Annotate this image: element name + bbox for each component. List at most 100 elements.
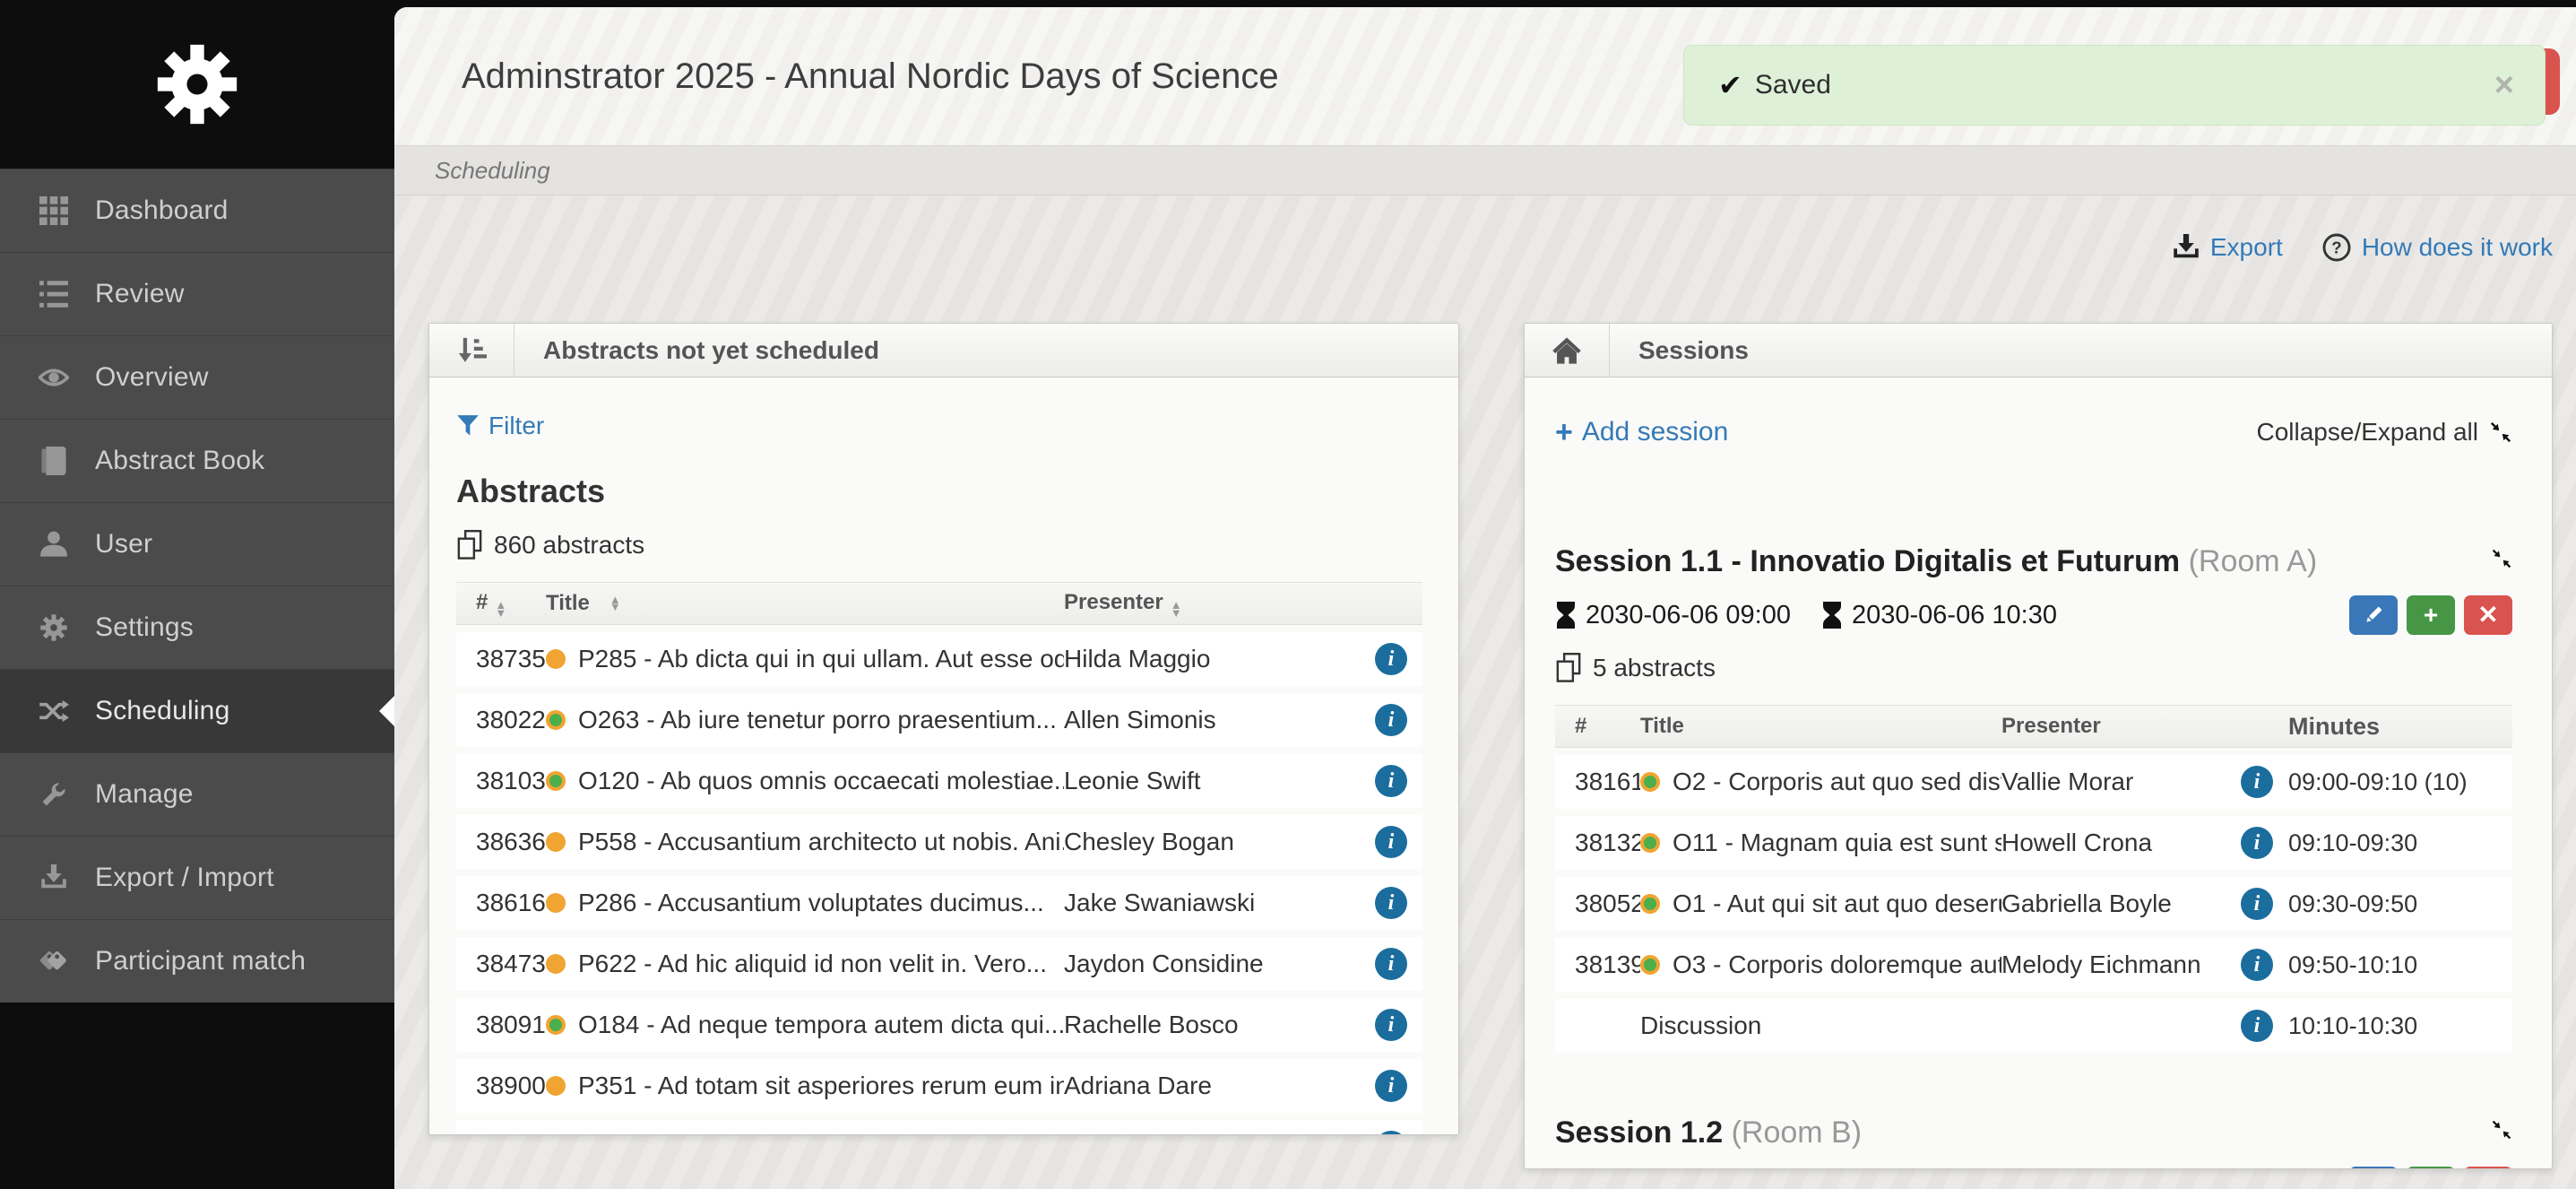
session-abstract-row[interactable]: 38052 O1 - Aut qui sit aut quo deserunt.… bbox=[1555, 877, 2512, 931]
session-block-1-2: Session 1.2 (Room B) bbox=[1552, 1115, 2516, 1169]
column-header-id[interactable]: #▲▼ bbox=[456, 590, 546, 616]
abstracts-table-viewport: 38735 P285 - Ab dicta qui in qui ullam. … bbox=[456, 625, 1422, 1135]
abstract-row[interactable]: 38091 O184 - Ad neque tempora autem dict… bbox=[456, 998, 1422, 1052]
session-actions: + ✕ bbox=[2349, 1167, 2512, 1169]
info-icon[interactable]: i bbox=[2241, 766, 2273, 798]
sessions-toolbar: + Add session Collapse/Expand all bbox=[1552, 404, 2516, 447]
sidebar-item-label: Scheduling bbox=[95, 696, 229, 726]
info-icon[interactable]: i bbox=[2241, 1010, 2273, 1042]
info-icon[interactable]: i bbox=[1375, 1070, 1407, 1102]
sidebar-item-abstract-book[interactable]: Abstract Book bbox=[0, 419, 394, 502]
download-icon bbox=[34, 864, 73, 891]
column-header-title: Title bbox=[1640, 714, 2001, 739]
session-abstract-count: 5 abstracts bbox=[1555, 653, 2512, 683]
help-link[interactable]: ? How does it work bbox=[2322, 233, 2553, 262]
sort-caret-icon: ▲▼ bbox=[1171, 602, 1182, 616]
session-abstract-row[interactable]: 38132 O11 - Magnam quia est sunt sit ut.… bbox=[1555, 816, 2512, 870]
abstract-row[interactable]: 38616 P286 - Accusantium voluptates duci… bbox=[456, 876, 1422, 930]
abstracts-table-header: #▲▼ Title▲▼ Presenter▲▼ bbox=[456, 582, 1422, 625]
info-icon[interactable]: i bbox=[1375, 1131, 1407, 1135]
filter-button[interactable]: Filter bbox=[456, 412, 544, 440]
sessions-panel-title: Sessions bbox=[1610, 324, 1749, 377]
info-icon[interactable]: i bbox=[1375, 704, 1407, 736]
info-icon[interactable]: i bbox=[1375, 948, 1407, 980]
abstract-row[interactable]: 38103 O120 - Ab quos omnis occaecati mol… bbox=[456, 754, 1422, 808]
saved-alert-message: Saved bbox=[1755, 70, 1831, 100]
app-logo[interactable] bbox=[0, 0, 394, 169]
sidebar: Dashboard Review Overview bbox=[0, 0, 394, 1189]
sidebar-item-settings[interactable]: Settings bbox=[0, 586, 394, 669]
export-link[interactable]: Export bbox=[2173, 233, 2283, 262]
sidebar-item-manage[interactable]: Manage bbox=[0, 752, 394, 836]
status-dot bbox=[1640, 833, 1660, 853]
content-area: Export ? How does it work bbox=[394, 195, 2576, 1189]
sidebar-item-export-import[interactable]: Export / Import bbox=[0, 836, 394, 919]
sidebar-item-scheduling[interactable]: Scheduling bbox=[0, 669, 394, 752]
info-icon[interactable]: i bbox=[2241, 827, 2273, 859]
svg-text:?: ? bbox=[2331, 239, 2341, 257]
session-block-1-1: Session 1.1 - Innovatio Digitalis et Fut… bbox=[1552, 544, 2516, 1053]
sidebar-item-review[interactable]: Review bbox=[0, 252, 394, 335]
review-list-icon bbox=[34, 280, 73, 308]
sidebar-item-user[interactable]: User bbox=[0, 502, 394, 586]
add-session-button[interactable]: + Add session bbox=[1555, 417, 1728, 447]
compress-arrows-icon bbox=[2491, 1119, 2512, 1141]
sidebar-item-participant-match[interactable]: Participant match bbox=[0, 919, 394, 1002]
close-icon[interactable]: × bbox=[2494, 68, 2514, 102]
hourglass-icon bbox=[1555, 602, 1577, 629]
page-title: Adminstrator 2025 - Annual Nordic Days o… bbox=[394, 56, 1279, 97]
abstract-row[interactable]: 38636 P558 - Accusantium architecto ut n… bbox=[456, 815, 1422, 869]
sessions-panel: Sessions + Add session Collapse/Expand a… bbox=[1524, 323, 2553, 1169]
x-icon: ✕ bbox=[2477, 603, 2498, 628]
user-icon bbox=[34, 531, 73, 558]
edit-session-button[interactable] bbox=[2349, 1167, 2398, 1169]
compress-arrows-icon bbox=[2489, 421, 2512, 444]
session-collapse-button[interactable] bbox=[2491, 1115, 2512, 1145]
column-header-presenter[interactable]: Presenter▲▼ bbox=[1064, 590, 1360, 616]
session-collapse-button[interactable] bbox=[2491, 544, 2512, 574]
abstracts-panel-header: Abstracts not yet scheduled bbox=[429, 324, 1458, 378]
home-icon[interactable] bbox=[1525, 324, 1610, 377]
session-title: Session 1.1 - Innovatio Digitalis et Fut… bbox=[1555, 544, 2317, 579]
sort-amount-icon[interactable] bbox=[429, 324, 514, 377]
abstracts-panel: Abstracts not yet scheduled Filter Abstr… bbox=[428, 323, 1459, 1135]
sidebar-item-dashboard[interactable]: Dashboard bbox=[0, 169, 394, 252]
abstracts-table: #▲▼ Title▲▼ Presenter▲▼ bbox=[456, 582, 1422, 1135]
sidebar-item-overview[interactable]: Overview bbox=[0, 335, 394, 419]
session-abstract-row[interactable]: 38139 O3 - Corporis doloremque aut et...… bbox=[1555, 938, 2512, 992]
abstract-row-partial[interactable]: i bbox=[456, 1120, 1422, 1135]
abstracts-heading: Abstracts bbox=[456, 473, 1422, 510]
sidebar-item-label: Manage bbox=[95, 779, 194, 810]
session-abstract-row[interactable]: 38161 O2 - Corporis aut quo sed distinct… bbox=[1555, 755, 2512, 809]
info-icon[interactable]: i bbox=[1375, 826, 1407, 858]
session-discussion-row[interactable]: Discussion i 10:10-10:30 bbox=[1555, 999, 2512, 1053]
abstract-row[interactable]: 38473 P622 - Ad hic aliquid id non velit… bbox=[456, 937, 1422, 991]
abstract-row[interactable]: 38900 P351 - Ad totam sit asperiores rer… bbox=[456, 1059, 1422, 1113]
abstract-row[interactable]: 38022 O263 - Ab iure tenetur porro praes… bbox=[456, 693, 1422, 747]
column-header-title[interactable]: Title▲▼ bbox=[546, 591, 1064, 616]
session-room: (Room A) bbox=[2189, 544, 2318, 578]
session-end-time: 2030-06-06 10:30 bbox=[1821, 601, 2057, 630]
status-dot bbox=[546, 710, 566, 730]
collapse-expand-all-button[interactable]: Collapse/Expand all bbox=[2257, 418, 2513, 447]
add-abstract-button[interactable]: + bbox=[2407, 1167, 2455, 1169]
abstracts-panel-body: Filter Abstracts 860 abstracts #▲ bbox=[429, 378, 1458, 1135]
info-icon[interactable]: i bbox=[1375, 643, 1407, 675]
delete-session-button[interactable]: ✕ bbox=[2464, 1167, 2512, 1169]
info-icon[interactable]: i bbox=[2241, 888, 2273, 920]
delete-session-button[interactable]: ✕ bbox=[2464, 595, 2512, 635]
pencil-icon bbox=[2362, 603, 2385, 627]
sidebar-item-label: User bbox=[95, 529, 152, 560]
add-abstract-button[interactable]: + bbox=[2407, 595, 2455, 635]
scheduling-app: Dashboard Review Overview bbox=[0, 0, 2576, 1189]
sort-caret-icon: ▲▼ bbox=[495, 602, 506, 616]
abstract-row[interactable]: 38735 P285 - Ab dicta qui in qui ullam. … bbox=[456, 632, 1422, 686]
sidebar-item-label: Export / Import bbox=[95, 863, 274, 893]
tags-icon bbox=[34, 948, 73, 975]
info-icon[interactable]: i bbox=[2241, 949, 2273, 981]
info-icon[interactable]: i bbox=[1375, 765, 1407, 797]
edit-session-button[interactable] bbox=[2349, 595, 2398, 635]
info-icon[interactable]: i bbox=[1375, 1009, 1407, 1041]
question-circle-icon: ? bbox=[2322, 233, 2351, 262]
info-icon[interactable]: i bbox=[1375, 887, 1407, 919]
